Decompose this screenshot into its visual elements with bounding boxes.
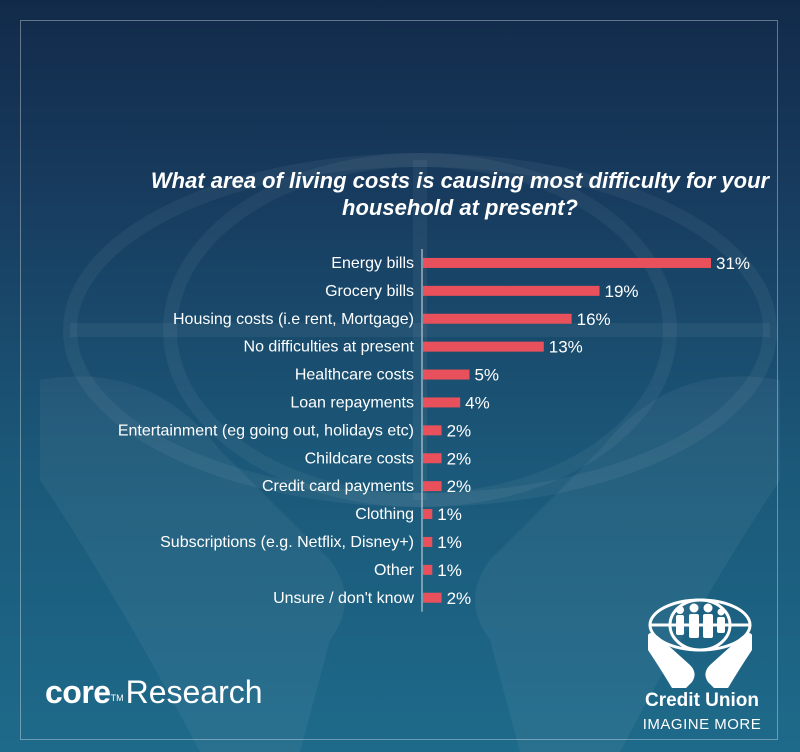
credit-union-name: Credit Union — [645, 690, 759, 711]
category-label: Loan repayments — [290, 394, 414, 411]
bar — [423, 369, 470, 380]
category-label: Unsure / don't know — [273, 590, 414, 607]
bar — [423, 257, 711, 268]
bar — [423, 564, 433, 575]
value-label: 16% — [577, 310, 611, 329]
value-label: 2% — [447, 477, 472, 496]
core-logo-research: Research — [125, 674, 263, 710]
border-frame — [20, 20, 778, 740]
credit-union-tagline: IMAGINE MORE — [642, 716, 762, 733]
category-label: Clothing — [355, 506, 414, 523]
core-research-logo: coreTMResearch — [45, 672, 263, 712]
bar — [423, 592, 442, 603]
core-logo-tm: TM — [110, 693, 124, 703]
bar — [423, 453, 442, 464]
credit-union-logo-icon — [648, 598, 752, 688]
value-label: 1% — [437, 561, 462, 580]
category-label: Entertainment (eg going out, holidays et… — [118, 422, 414, 439]
value-label: 2% — [447, 589, 472, 608]
value-label: 19% — [605, 282, 639, 301]
category-label: Grocery bills — [325, 283, 414, 300]
category-label: Childcare costs — [305, 450, 414, 467]
core-logo-bold: core — [45, 674, 111, 710]
bar — [423, 313, 572, 324]
bar — [423, 509, 433, 520]
category-label: Credit card payments — [262, 478, 414, 495]
category-label: No difficulties at present — [244, 339, 415, 356]
value-label: 2% — [447, 421, 472, 440]
value-label: 31% — [716, 254, 750, 273]
bar — [423, 481, 442, 492]
value-label: 5% — [474, 366, 499, 385]
category-label: Other — [374, 562, 415, 579]
bar — [423, 397, 461, 408]
value-label: 1% — [437, 505, 462, 524]
category-label: Energy bills — [331, 255, 414, 272]
value-label: 13% — [549, 338, 583, 357]
value-label: 1% — [437, 533, 462, 552]
bar — [423, 341, 544, 352]
category-label: Subscriptions (e.g. Netflix, Disney+) — [160, 534, 414, 551]
chart-title: What area of living costs is causing mos… — [150, 168, 770, 220]
bar — [423, 425, 442, 436]
value-label: 4% — [465, 393, 490, 412]
category-label: Healthcare costs — [295, 367, 414, 384]
category-label: Housing costs (i.e rent, Mortgage) — [173, 311, 414, 328]
value-label: 2% — [447, 449, 472, 468]
bar — [423, 285, 600, 296]
bar — [423, 536, 433, 547]
